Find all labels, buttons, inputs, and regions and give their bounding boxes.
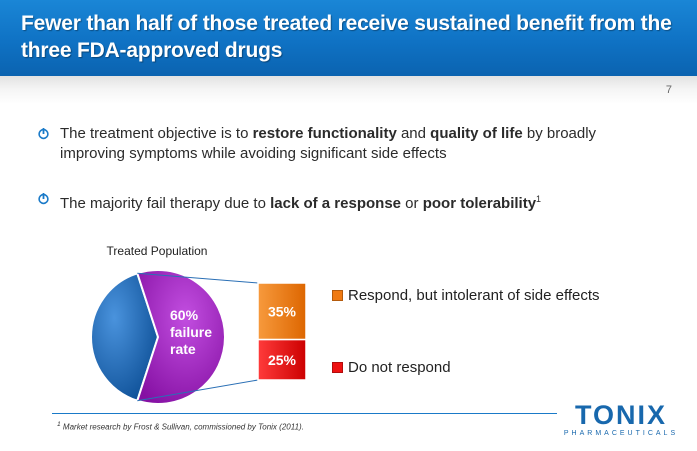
pie-slice-label: 60% [170,307,199,323]
footnote-divider [52,413,557,414]
footnote-text: Market research by Frost & Sullivan, com… [60,422,304,432]
bullet-power-icon [38,193,49,205]
legend-label: Respond, but intolerant of side effects [348,287,600,304]
bar-segment-label: 25% [268,352,297,368]
pie-slice-label: failure [170,324,212,340]
breakdown-bar: 35% 25% [257,282,307,381]
tonix-logo: TONIX PHARMACEUTICALS [560,400,682,442]
slide-title: Fewer than half of those treated receive… [21,12,672,62]
page-number: 7 [665,84,672,96]
logo-subtitle: PHARMACEUTICALS [563,430,679,437]
header-subbar [0,76,697,104]
bullet-run: The majority fail therapy due to [60,195,271,212]
connector-line-1 [137,379,259,402]
slide-header: Fewer than half of those treated receive… [0,0,697,76]
bullet-run: The treatment objective is to [60,125,253,142]
bullet-1: The treatment objective is to restore fu… [37,124,657,168]
bullet-run: restore functionality [252,125,397,142]
bar-segment-0 [257,282,307,341]
footnote-marker: 1 [57,421,61,428]
bullet-1-text: The treatment objective is to restore fu… [60,124,660,164]
bullet-run: lack of a response [270,195,402,212]
bullet-2-text: The majority fail therapy due to lack of… [60,189,660,214]
bullet-run: or [401,195,423,212]
chart-title: Treated Population [107,244,208,258]
bar-segment-1 [257,338,307,381]
pie-slice-failure [136,269,226,405]
legend-swatch [332,362,343,373]
pie-slice-other [90,272,160,402]
logo-wordmark: TONIX [574,400,667,430]
footnote: 1 Market research by Frost & Sullivan, c… [57,421,304,432]
bullet-2: The majority fail therapy due to lack of… [37,189,660,214]
legend-label: Do not respond [348,359,451,376]
pie-slice-label: rate [170,341,196,357]
bullet-run: and [396,125,431,142]
bar-segment-label: 35% [268,303,297,319]
bullet-run: quality of life [430,125,523,142]
legend-item-respond-intolerant: Respond, but intolerant of side effects [332,287,600,304]
legend-item-do-not-respond: Do not respond [332,359,451,376]
legend-swatch [332,290,343,301]
bullet-run: poor tolerability [422,195,537,212]
bullet-power-icon [38,128,49,140]
bullet-run: by broadly improving symptoms while avoi… [60,125,597,162]
footnote-ref: 1 [536,194,542,204]
connector-line-0 [137,272,259,284]
connector-lines [137,272,259,402]
